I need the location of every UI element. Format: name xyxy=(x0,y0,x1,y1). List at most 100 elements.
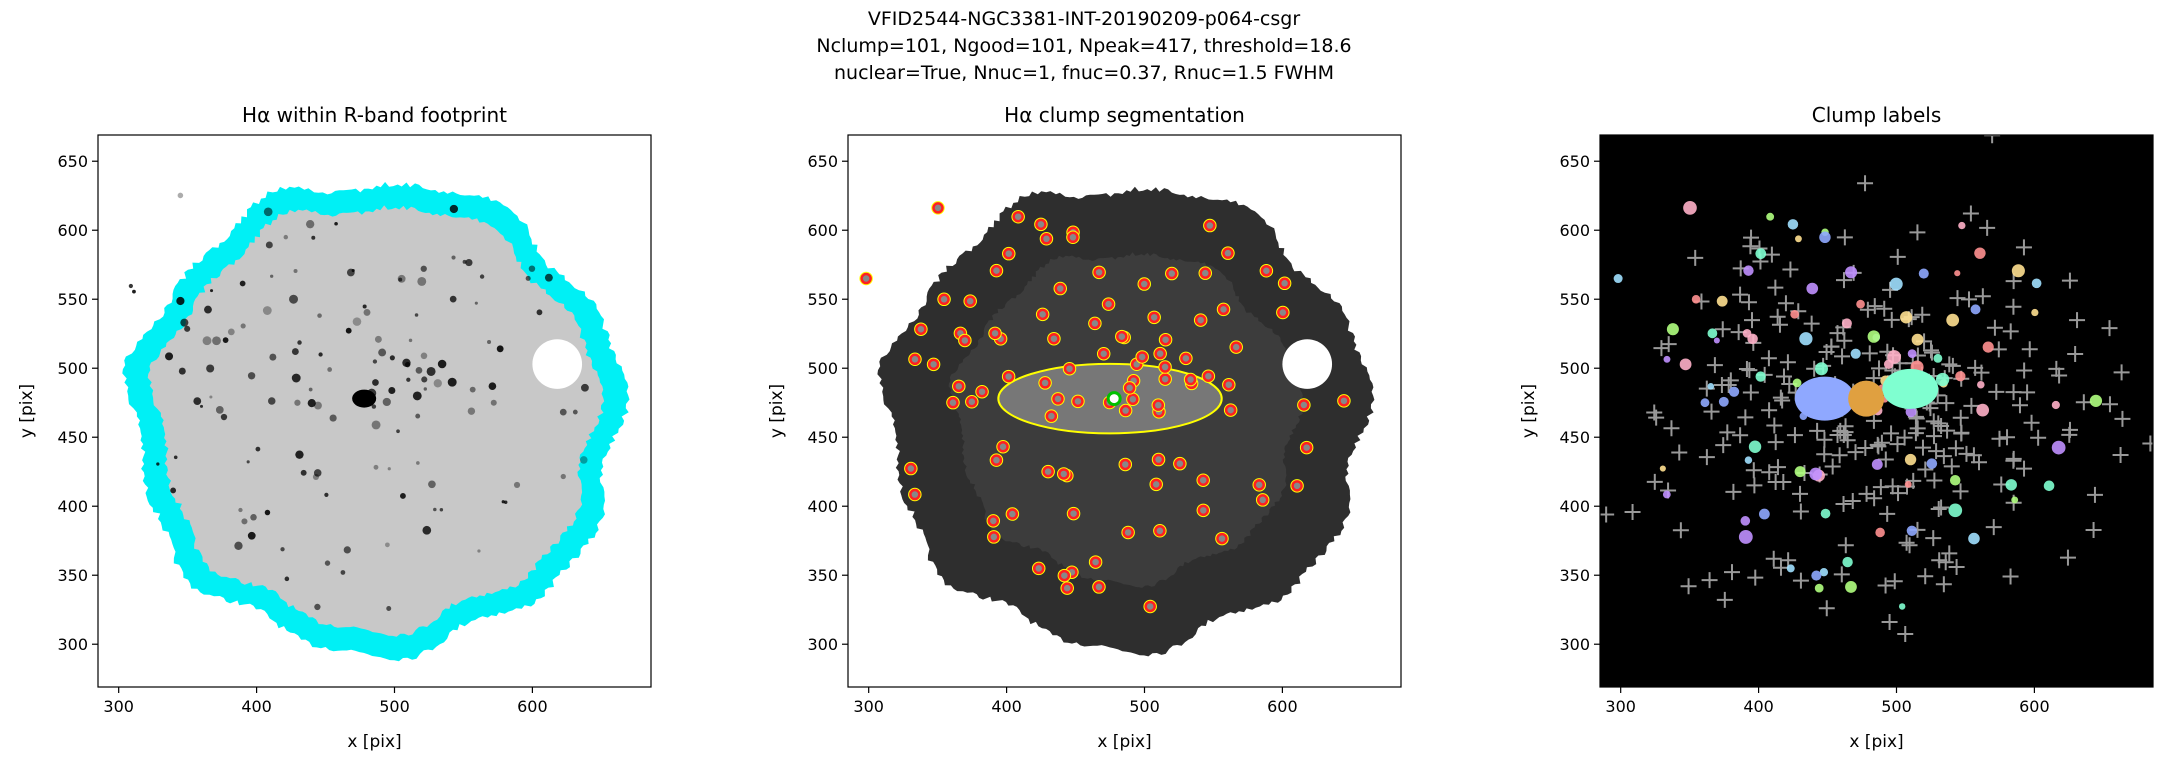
clump-label xyxy=(1819,568,1829,577)
clump-peak xyxy=(1154,525,1166,537)
peak-marker xyxy=(1930,415,1947,432)
emission xyxy=(422,525,432,535)
peak-marker xyxy=(1706,357,1723,374)
peak-marker xyxy=(1917,461,1934,478)
emission xyxy=(295,450,304,459)
clump-peak xyxy=(1300,441,1313,454)
emission xyxy=(307,399,316,408)
panel-title: Hα within R-band footprint xyxy=(242,103,507,127)
peak-marker xyxy=(2051,367,2068,384)
peak-marker xyxy=(1671,444,1688,461)
peak-marker xyxy=(1767,473,1784,490)
peak-marker xyxy=(2113,364,2130,381)
image xyxy=(122,182,630,662)
peak-marker xyxy=(2016,362,2033,379)
peak-marker xyxy=(1917,568,1934,585)
emission xyxy=(451,255,456,260)
peak-marker xyxy=(1952,409,1969,426)
emission xyxy=(265,241,273,249)
emission xyxy=(386,606,392,611)
masked-star xyxy=(1282,339,1333,389)
peak-marker xyxy=(1873,434,1890,451)
clump-peak xyxy=(938,293,950,306)
peak-marker xyxy=(1716,591,1733,608)
clump-peak xyxy=(1052,393,1064,405)
emission xyxy=(371,420,381,430)
peak-marker xyxy=(1876,300,1893,317)
emission xyxy=(439,508,444,512)
clump-label xyxy=(1742,328,1752,338)
emission xyxy=(467,407,476,415)
peak-marker xyxy=(1958,445,1975,462)
peak-marker xyxy=(1943,458,1960,475)
clump-label xyxy=(1811,570,1822,581)
clump-peak xyxy=(1152,399,1165,411)
peak-marker xyxy=(1719,424,1736,441)
peak-marker xyxy=(1769,308,1786,325)
peak-marker xyxy=(1698,449,1715,466)
emission xyxy=(416,461,420,465)
clump-peak xyxy=(1152,453,1165,466)
clump-label xyxy=(1904,480,1912,488)
peak-marker xyxy=(2114,410,2131,427)
clump-peak xyxy=(1012,210,1024,223)
clump-label xyxy=(1898,603,1906,610)
emission xyxy=(374,335,382,343)
peak-marker xyxy=(2002,323,2019,340)
clump-label xyxy=(1786,564,1795,573)
clump-peak xyxy=(1159,373,1171,385)
emission xyxy=(488,382,497,391)
clump-label xyxy=(1820,508,1831,519)
peak-marker xyxy=(2021,341,2038,358)
peak-marker xyxy=(1847,444,1864,461)
peak-marker xyxy=(2015,239,2032,256)
clump-peak xyxy=(1036,308,1049,321)
clump-label xyxy=(1748,440,1762,453)
clump-label xyxy=(1954,270,1961,277)
peak-marker xyxy=(1600,506,1615,523)
peak-marker xyxy=(1832,422,1849,439)
emission xyxy=(184,325,191,332)
emission xyxy=(283,234,289,240)
peak-marker xyxy=(1835,272,1852,289)
clump-label xyxy=(1977,380,1985,389)
panel: 300 400 500 600 300 350 400 450 500 550 600 650 Clum… xyxy=(1519,103,2154,752)
peak-marker xyxy=(2075,394,2092,411)
clump-label xyxy=(1970,304,1981,315)
peak-marker xyxy=(1884,478,1901,495)
emission xyxy=(544,273,553,282)
clump-label xyxy=(2031,278,2042,289)
clump-label xyxy=(1691,295,1701,304)
peak-marker xyxy=(1743,229,1760,246)
clump-peak xyxy=(1150,478,1162,491)
clump-peak xyxy=(860,272,872,285)
peak-marker xyxy=(1985,519,2002,536)
y-tick-label: 350 xyxy=(57,566,88,585)
clump-peak xyxy=(1127,393,1139,406)
emission xyxy=(294,399,301,406)
peak-marker xyxy=(1660,336,1677,353)
clump-label xyxy=(1666,323,1679,336)
emission xyxy=(170,487,177,494)
clump-label xyxy=(2089,394,2103,407)
clump-peak xyxy=(1045,410,1058,422)
emission xyxy=(280,547,285,552)
emission xyxy=(293,269,298,274)
emission xyxy=(180,318,189,327)
clump-label xyxy=(1982,341,1994,353)
peak-marker xyxy=(1672,522,1689,539)
peak-marker xyxy=(1857,175,1874,192)
emission xyxy=(240,323,246,329)
peak-marker xyxy=(1901,537,1918,554)
peak-marker xyxy=(1792,572,1809,589)
peak-marker xyxy=(1732,427,1749,444)
peak-marker xyxy=(1766,417,1783,434)
emission xyxy=(560,473,566,480)
peak-marker xyxy=(1742,384,1759,401)
peak-marker xyxy=(1879,505,1896,522)
peak-marker xyxy=(1925,530,1942,547)
clump-peak xyxy=(932,202,944,214)
image xyxy=(859,186,1375,657)
y-axis-label: y [pix] xyxy=(767,384,787,438)
clump-peak xyxy=(1154,347,1166,360)
